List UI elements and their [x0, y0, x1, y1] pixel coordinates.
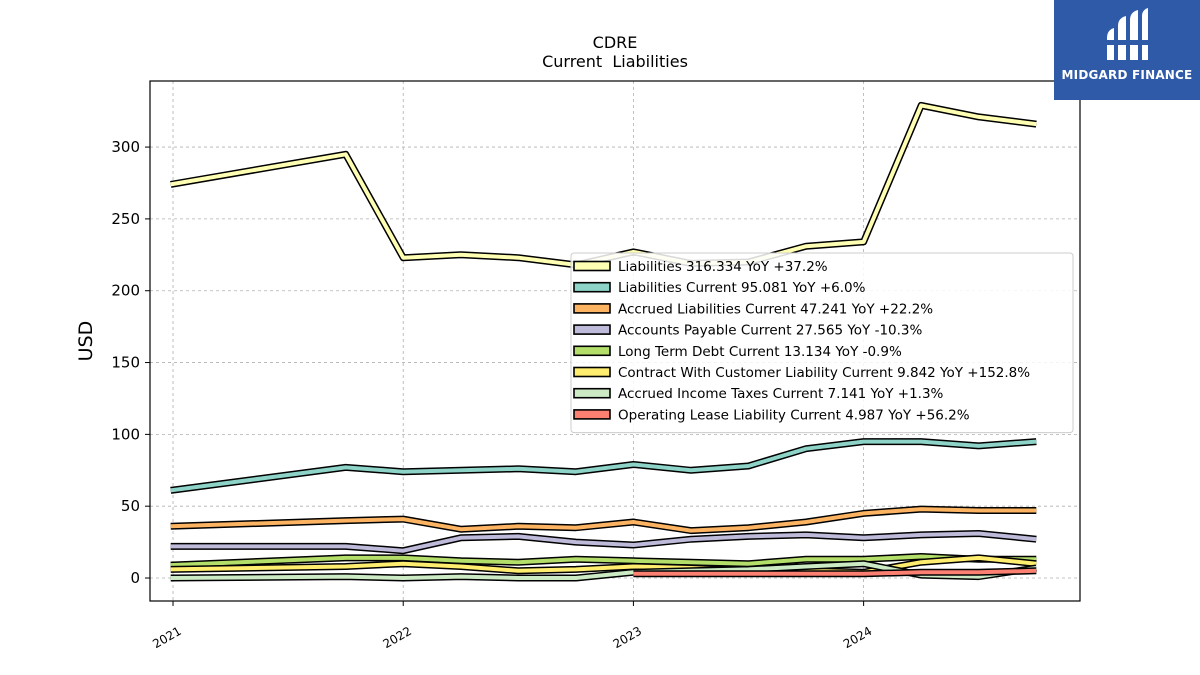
brand-logo: MIDGARD FINANCE [1054, 0, 1200, 100]
y-axis-label: USD [75, 321, 97, 362]
series-line [170, 531, 1037, 553]
legend-box [570, 252, 1074, 434]
x-tick-label: 2021 [150, 624, 183, 651]
series-line-outline [170, 438, 1037, 494]
legend-swatch [573, 366, 611, 378]
chart-subtitle: Current Liabilities [542, 52, 688, 71]
legend: Liabilities 316.334 YoY +37.2% Liabilitie… [570, 252, 1074, 434]
legend-entry: Liabilities 316.334 YoY +37.2% [618, 259, 828, 275]
legend-swatch [573, 303, 611, 314]
series-line [633, 568, 1037, 576]
y-tick-label: 150 [111, 354, 140, 372]
legend-entry: Accounts Payable Current 27.565 YoY -10.… [618, 323, 923, 339]
plot-frame [149, 80, 1081, 602]
legend-entry: Operating Lease Liability Current 4.987 … [618, 407, 970, 423]
y-tick-label: 50 [121, 497, 140, 515]
y-tick-label: 0 [130, 569, 140, 587]
series-line [170, 103, 1037, 267]
y-tick-label: 100 [111, 425, 140, 443]
x-tick-label: 2023 [611, 624, 644, 651]
chart-title: CDRE [593, 33, 638, 52]
legend-entry: Long Term Debt Current 13.134 YoY -0.9% [618, 344, 902, 360]
y-tick-label: 250 [111, 210, 140, 228]
series-line [170, 554, 1037, 568]
series-line [170, 439, 1037, 493]
legend-entry: Contract With Customer Liability Current… [618, 365, 1030, 381]
series-line-outline [170, 505, 1037, 535]
y-tick-label: 300 [111, 138, 140, 156]
brand-name: MIDGARD FINANCE [1061, 68, 1193, 82]
series-line-outline [170, 101, 1037, 269]
legend-swatch [573, 387, 611, 399]
legend-swatch [573, 345, 611, 357]
axis-ticks: 0 50 100 150 200 250 300 2021 2022 2023 2024 [111, 138, 874, 651]
legend-swatch [573, 324, 611, 335]
legend-entry: Accrued Income Taxes Current 7.141 YoY +… [618, 386, 944, 402]
brand-mark-icon [1104, 8, 1152, 60]
legend-swatch [573, 260, 611, 272]
legend-entry: Accrued Liabilities Current 47.241 YoY +… [618, 301, 933, 317]
legend-swatch [573, 281, 611, 293]
legend-swatch [573, 409, 611, 420]
x-tick-label: 2022 [380, 624, 413, 651]
y-tick-label: 200 [111, 282, 140, 300]
legend-entry: Liabilities Current 95.081 YoY +6.0% [618, 280, 866, 296]
series-line [170, 555, 1037, 575]
series-line [170, 507, 1037, 533]
x-tick-label: 2024 [841, 624, 874, 651]
